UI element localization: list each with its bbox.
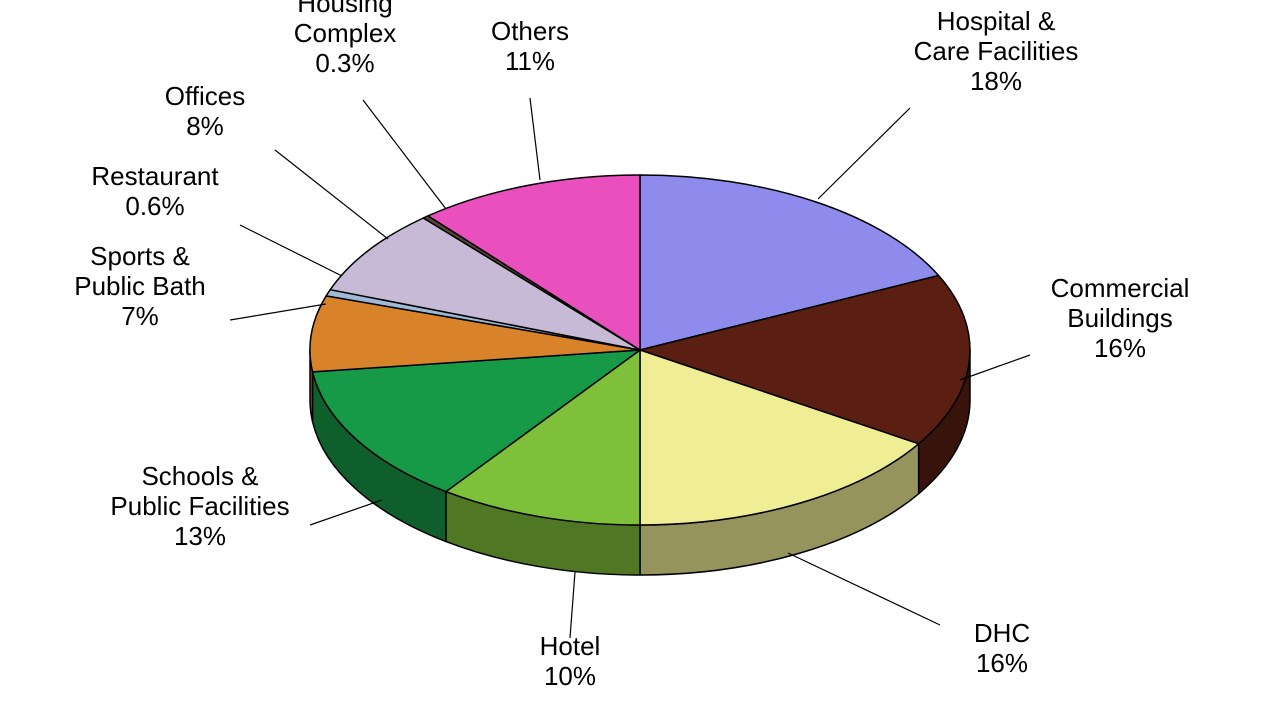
leader-line — [788, 553, 940, 625]
pie-top — [310, 175, 970, 525]
slice-label: Restaurant0.6% — [91, 161, 219, 221]
leader-line — [818, 108, 910, 199]
pie-chart-3d: Hospital &Care Facilities18% CommercialBu… — [0, 0, 1280, 720]
leader-line — [570, 572, 575, 638]
leader-line — [230, 304, 326, 320]
slice-label: DHC16% — [974, 618, 1030, 678]
leader-line — [310, 500, 382, 525]
slice-label: HousingComplex0.3% — [294, 0, 397, 78]
leader-line — [363, 100, 446, 209]
slice-label: Others11% — [491, 16, 569, 76]
slice-label: Schools &Public Facilities13% — [110, 461, 289, 551]
slice-label: Sports &Public Bath7% — [74, 241, 206, 331]
slice-label: Hospital &Care Facilities18% — [914, 6, 1079, 96]
slice-label: Offices8% — [165, 81, 245, 141]
leader-line — [275, 150, 388, 239]
slice-label: CommercialBuildings16% — [1051, 273, 1190, 363]
leader-line — [240, 225, 342, 276]
slice-label: Hotel10% — [540, 631, 601, 691]
leader-line — [530, 98, 540, 180]
